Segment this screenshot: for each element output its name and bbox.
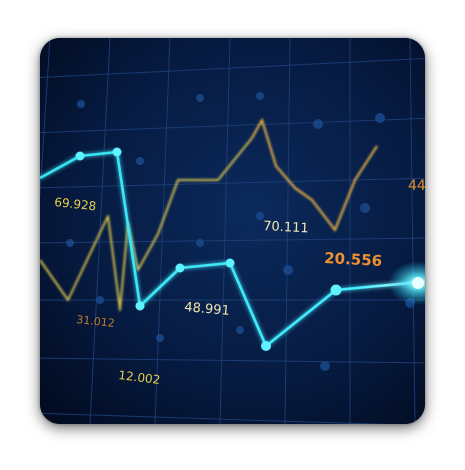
- grid-nodes: [66, 92, 415, 371]
- stock-chart-illustration: 69.928 70.111 20.556 44 31.012 48.991 12…: [40, 38, 425, 424]
- cyan-markers: [75, 147, 342, 351]
- value-label: 48.991: [184, 300, 231, 319]
- value-label: 12.002: [118, 368, 161, 387]
- cyan-line-series: [40, 150, 425, 348]
- value-label: 69.928: [54, 195, 97, 213]
- value-label: 31.012: [76, 313, 116, 330]
- value-label: 44: [408, 178, 425, 194]
- background: [40, 38, 425, 424]
- yellow-line-series: [40, 117, 378, 311]
- glow-endpoint: [388, 261, 425, 305]
- value-label: 70.111: [263, 219, 309, 236]
- chart-photo-tile: 69.928 70.111 20.556 44 31.012 48.991 12…: [40, 38, 425, 424]
- glow-endpoint-core: [412, 277, 424, 289]
- grid: [40, 38, 425, 424]
- value-label: 20.556: [324, 249, 383, 270]
